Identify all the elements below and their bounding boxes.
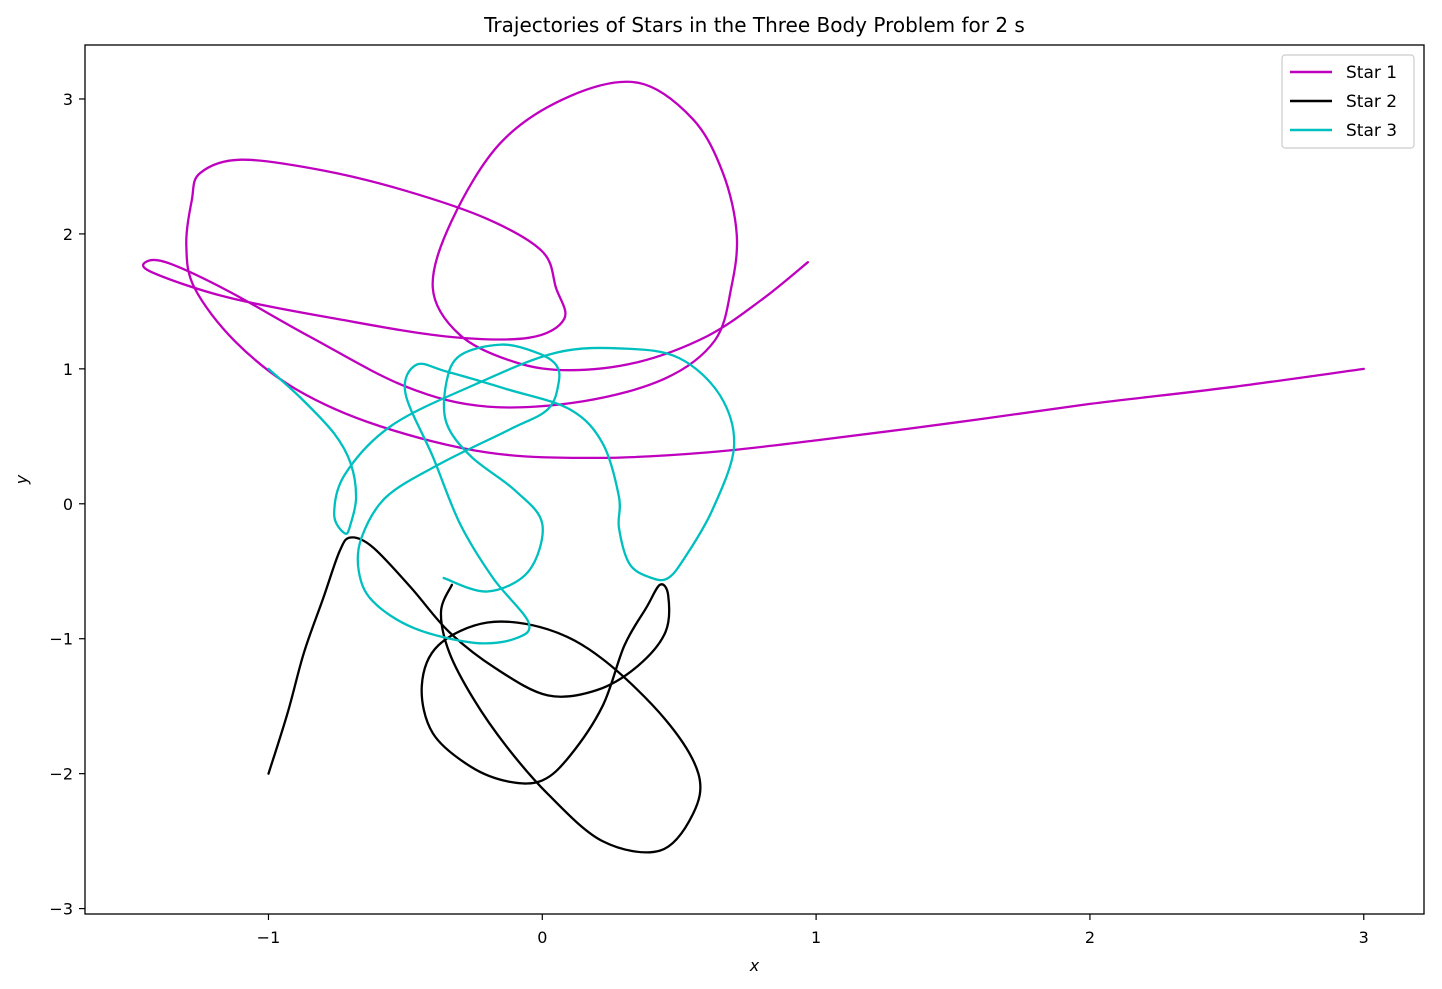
x-tick-label: 3 [1359, 928, 1369, 947]
y-tick-label: 3 [63, 90, 73, 109]
y-tick-label: 2 [63, 225, 73, 244]
x-tick-label: 1 [811, 928, 821, 947]
plot-lines [142, 80, 1365, 854]
plot-frame [84, 44, 1425, 915]
legend-box [1281, 54, 1415, 149]
y-tick-label: −2 [49, 765, 73, 784]
y-axis-ticks: −3 −2 −1 0 1 2 3 [49, 90, 85, 919]
legend-label: Star 2 [1346, 92, 1397, 112]
chart-title: Trajectories of Stars in the Three Body … [483, 13, 1025, 37]
legend-label: Star 3 [1346, 121, 1397, 141]
x-tick-label: 0 [537, 928, 547, 947]
series-line-star-3 [267, 343, 736, 645]
y-axis-label: y [12, 474, 31, 485]
series-line-star-2 [267, 536, 702, 854]
y-tick-label: 1 [63, 360, 73, 379]
legend: Star 1 Star 2 Star 3 [1281, 54, 1415, 149]
x-tick-label: 2 [1085, 928, 1095, 947]
y-tick-label: −3 [49, 900, 73, 919]
series-line-star-1 [142, 80, 1365, 460]
y-tick-label: 0 [63, 495, 73, 514]
x-tick-label: −1 [257, 928, 281, 947]
y-tick-label: −1 [49, 630, 73, 649]
x-axis-ticks: −1 0 1 2 3 [257, 914, 1369, 947]
x-axis-label: x [749, 956, 760, 975]
legend-label: Star 1 [1346, 63, 1397, 83]
